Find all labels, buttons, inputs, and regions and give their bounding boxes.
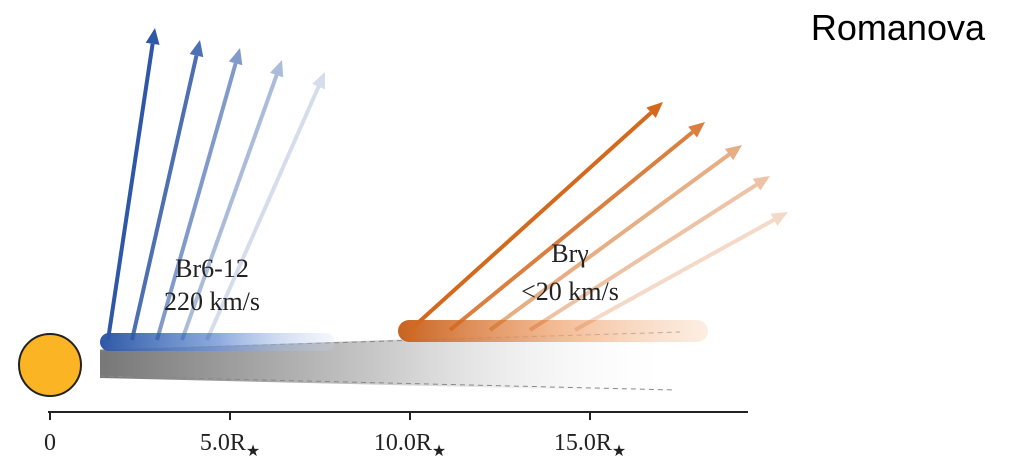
tick-sub: ★	[246, 443, 260, 460]
arrow-head	[770, 212, 788, 226]
arrow-head	[688, 122, 705, 138]
tick-sub: ★	[612, 443, 626, 460]
arrow-shaft	[155, 62, 238, 341]
label: <20 km/s	[521, 277, 619, 306]
arrow-shaft	[408, 111, 653, 332]
tick-main: 0	[44, 430, 56, 456]
tick-sub: ★	[432, 443, 446, 460]
arrow-head	[752, 176, 770, 191]
arrow-shaft	[205, 85, 321, 341]
star	[18, 333, 82, 397]
label: Br6-12	[175, 254, 249, 283]
tick-main: 10.0R	[374, 430, 432, 456]
label: 220 km/s	[164, 287, 260, 316]
arrow-head	[724, 145, 742, 161]
arrow-shaft	[574, 218, 775, 332]
arrow-shaft	[528, 182, 758, 332]
tick-label: 15.0R★	[554, 430, 626, 460]
tick-label: 10.0R★	[374, 430, 446, 460]
arrow-shaft	[448, 130, 694, 332]
axis: 0 5.0R★ 10.0R★ 15.0R★	[44, 412, 626, 460]
arrow-head	[189, 40, 204, 58]
disk-edge	[99, 331, 681, 351]
arrow-head	[646, 102, 663, 118]
tick-label: 0	[44, 430, 56, 456]
tick-label: 5.0R★	[200, 430, 260, 460]
arrow-shaft	[180, 74, 279, 341]
arrow-head	[270, 60, 284, 78]
arrow-head	[312, 72, 325, 90]
tick-main: 5.0R	[200, 430, 246, 456]
arrows	[106, 28, 788, 341]
tick-main: 15.0R	[554, 430, 612, 456]
blue-base	[100, 333, 335, 351]
orange-base	[398, 320, 708, 342]
arrow-shaft	[488, 152, 731, 332]
arrow-head	[228, 48, 243, 66]
disk-edge	[99, 375, 676, 391]
arrow-head	[145, 28, 160, 45]
label: Brγ	[551, 239, 589, 268]
title: Romanova	[811, 7, 986, 48]
arrow-shaft	[130, 55, 199, 341]
arrow-shaft	[106, 43, 155, 341]
